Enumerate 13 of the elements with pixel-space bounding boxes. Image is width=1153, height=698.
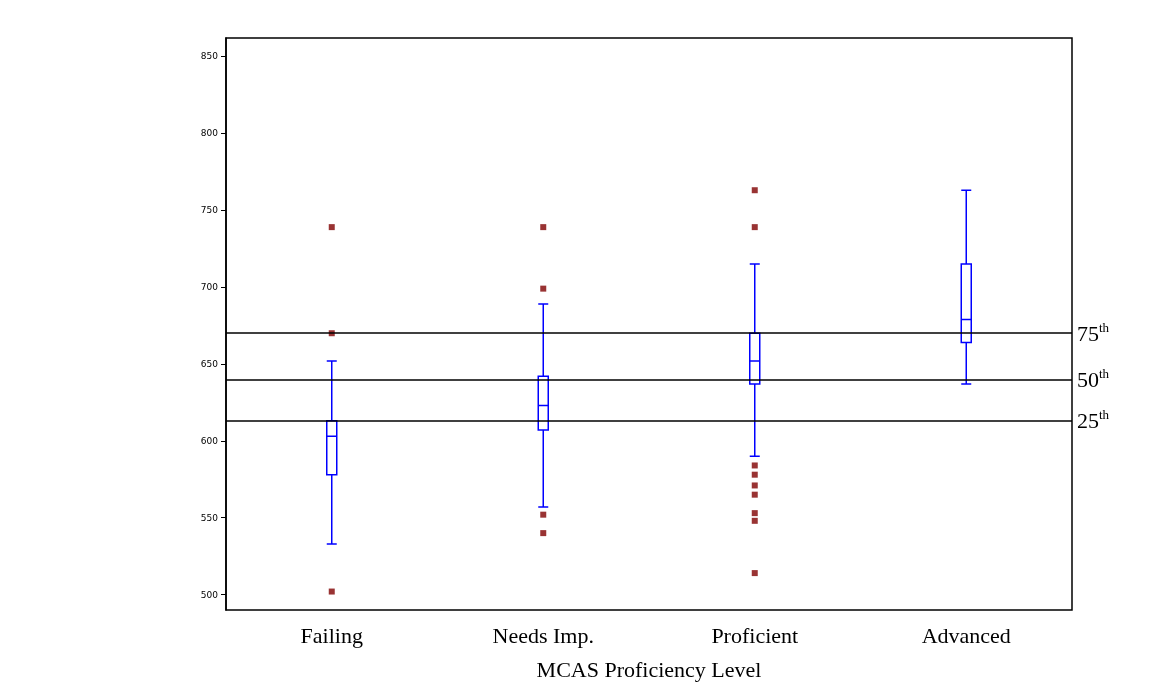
- y-tick-label: 750: [200, 205, 219, 216]
- y-tick-label: 700: [200, 282, 219, 293]
- x-tick-label: Proficient: [711, 622, 799, 648]
- y-tick-label: 550: [200, 512, 219, 523]
- x-tick-label: Needs Imp.: [492, 622, 594, 648]
- y-tick-label: 650: [200, 358, 219, 369]
- x-axis-title: MCAS Proficiency Level: [536, 656, 762, 682]
- y-tick-label: 850: [200, 51, 219, 62]
- x-tick-label: Advanced: [921, 622, 1011, 648]
- y-tick-label: 500: [200, 589, 219, 600]
- y-tick-label: 600: [200, 435, 219, 446]
- y-tick-label: 800: [200, 128, 219, 139]
- x-tick-label: Failing: [300, 622, 363, 648]
